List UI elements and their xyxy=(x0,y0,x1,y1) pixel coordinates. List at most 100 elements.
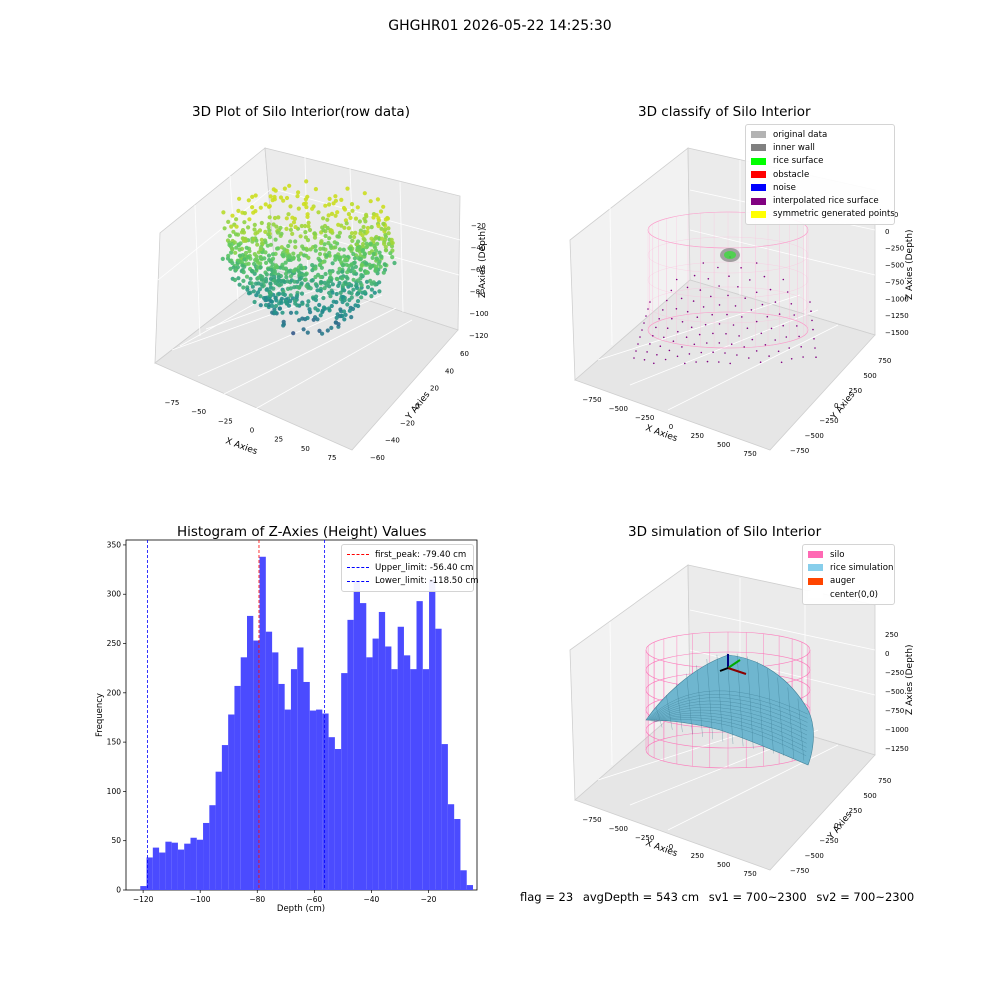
panel1-point xyxy=(303,223,308,229)
panel1-point xyxy=(237,196,242,201)
panel4-title: 3D simulation of Silo Interior xyxy=(628,524,822,540)
histogram-bar xyxy=(196,839,204,890)
panel1-point xyxy=(295,194,300,199)
panel3-y-tick-label: 300 xyxy=(107,590,122,599)
panel1-point xyxy=(304,247,310,252)
panel1-point xyxy=(251,289,256,294)
panel1-point xyxy=(277,306,282,311)
panel1-z-ticks: −120 −100 −80 −60 −40 −20 xyxy=(469,222,489,340)
panel1-point xyxy=(277,291,282,296)
panel2-z-tick-label: −1500 xyxy=(885,329,909,337)
histogram-bar xyxy=(403,655,411,890)
panel1-point xyxy=(389,237,394,242)
panel1-point xyxy=(357,219,362,224)
panel1-point xyxy=(378,209,384,214)
panel1-point xyxy=(335,277,340,282)
panel1-point xyxy=(234,224,239,229)
panel1-point xyxy=(279,282,284,287)
histogram-bar xyxy=(435,628,442,890)
panel2-point xyxy=(718,304,721,306)
panel3-y-tick-label: 100 xyxy=(107,787,122,796)
panel2-point xyxy=(668,349,671,352)
panel1-point xyxy=(310,278,315,283)
panel1-point xyxy=(340,288,345,293)
panel1-point xyxy=(389,244,395,249)
panel1-point xyxy=(343,280,348,285)
panel2-xlabel: X Axies xyxy=(644,423,679,444)
panel2-point xyxy=(744,297,746,299)
histogram-bar xyxy=(190,837,197,890)
panel2-z-tick-label: −500 xyxy=(885,262,904,270)
panel1-point xyxy=(340,269,345,274)
histogram-bar xyxy=(441,744,448,890)
panel1-point xyxy=(251,236,256,242)
panel1-point xyxy=(276,275,281,280)
legend-label: Lower_limit: -118.50 cm xyxy=(375,576,479,587)
panel1-point xyxy=(235,265,240,270)
histogram-bar xyxy=(240,657,247,890)
legend-label: inner wall xyxy=(773,142,815,153)
panel1-point xyxy=(253,231,258,236)
panel1-point xyxy=(350,238,355,243)
panel2-point xyxy=(755,262,758,264)
panel1-point xyxy=(311,296,316,301)
panel2-silo-wireframe xyxy=(647,211,809,349)
panel1-point xyxy=(297,285,302,290)
panel1-point xyxy=(353,230,358,235)
panel4-x-tick-label: 500 xyxy=(717,861,730,869)
histogram-bar xyxy=(328,737,335,890)
panel2-point xyxy=(725,333,727,335)
panel2-point xyxy=(734,305,737,307)
histogram-bar xyxy=(353,581,360,890)
panel2-y-tick-label: 750 xyxy=(878,357,891,365)
panel2-y-tick-label: −500 xyxy=(805,432,824,440)
panel1-point xyxy=(263,303,269,308)
legend-label: Upper_limit: -56.40 cm xyxy=(375,562,474,573)
panel1-point xyxy=(313,248,318,253)
panel1-point xyxy=(300,316,305,321)
panel1-point xyxy=(268,276,274,281)
panel2-z-tick-label: −250 xyxy=(885,245,904,253)
panel1-point xyxy=(263,229,268,234)
panel1-point xyxy=(263,295,268,301)
panel1-point xyxy=(252,299,257,305)
legend-swatch xyxy=(808,551,823,559)
legend-label: noise xyxy=(773,182,796,193)
panel4-y-tick-label: −500 xyxy=(805,852,824,860)
histogram-bar xyxy=(466,885,474,890)
panel1-point xyxy=(305,212,310,217)
panel4-auger-icon xyxy=(719,654,747,675)
panel1-point xyxy=(268,298,273,303)
panel1-point xyxy=(250,205,255,210)
panel1-point xyxy=(236,208,241,213)
legend-item: original data xyxy=(751,128,889,141)
legend-item: rice surface xyxy=(751,155,889,168)
panel1-point xyxy=(255,242,260,247)
panel1-point xyxy=(288,223,294,228)
panel1-point xyxy=(237,253,242,258)
panel2-point xyxy=(780,361,783,364)
panel1-point xyxy=(241,238,246,243)
panel1-point xyxy=(362,251,367,256)
panel1-point xyxy=(367,250,372,256)
panel1-point xyxy=(371,252,376,257)
panel1-point xyxy=(355,278,360,283)
panel2-point xyxy=(782,278,785,281)
histogram-bar xyxy=(278,683,285,890)
panel1-point xyxy=(317,302,322,308)
panel1-point xyxy=(273,237,278,242)
panel1-point xyxy=(233,250,238,255)
panel1-point xyxy=(362,290,367,295)
panel1-point xyxy=(221,210,226,215)
panel1-point xyxy=(226,253,231,258)
panel1-point xyxy=(287,183,292,188)
panel1-point xyxy=(333,255,338,260)
panel1-point xyxy=(330,282,335,287)
panel1-point xyxy=(356,239,361,244)
legend-item: silo xyxy=(808,548,889,561)
panel1-point xyxy=(328,294,333,299)
panel4-x-tick-label: 750 xyxy=(743,870,756,878)
panel1-point xyxy=(390,240,395,246)
panel1-point xyxy=(313,266,318,271)
panel1-point xyxy=(341,262,346,267)
